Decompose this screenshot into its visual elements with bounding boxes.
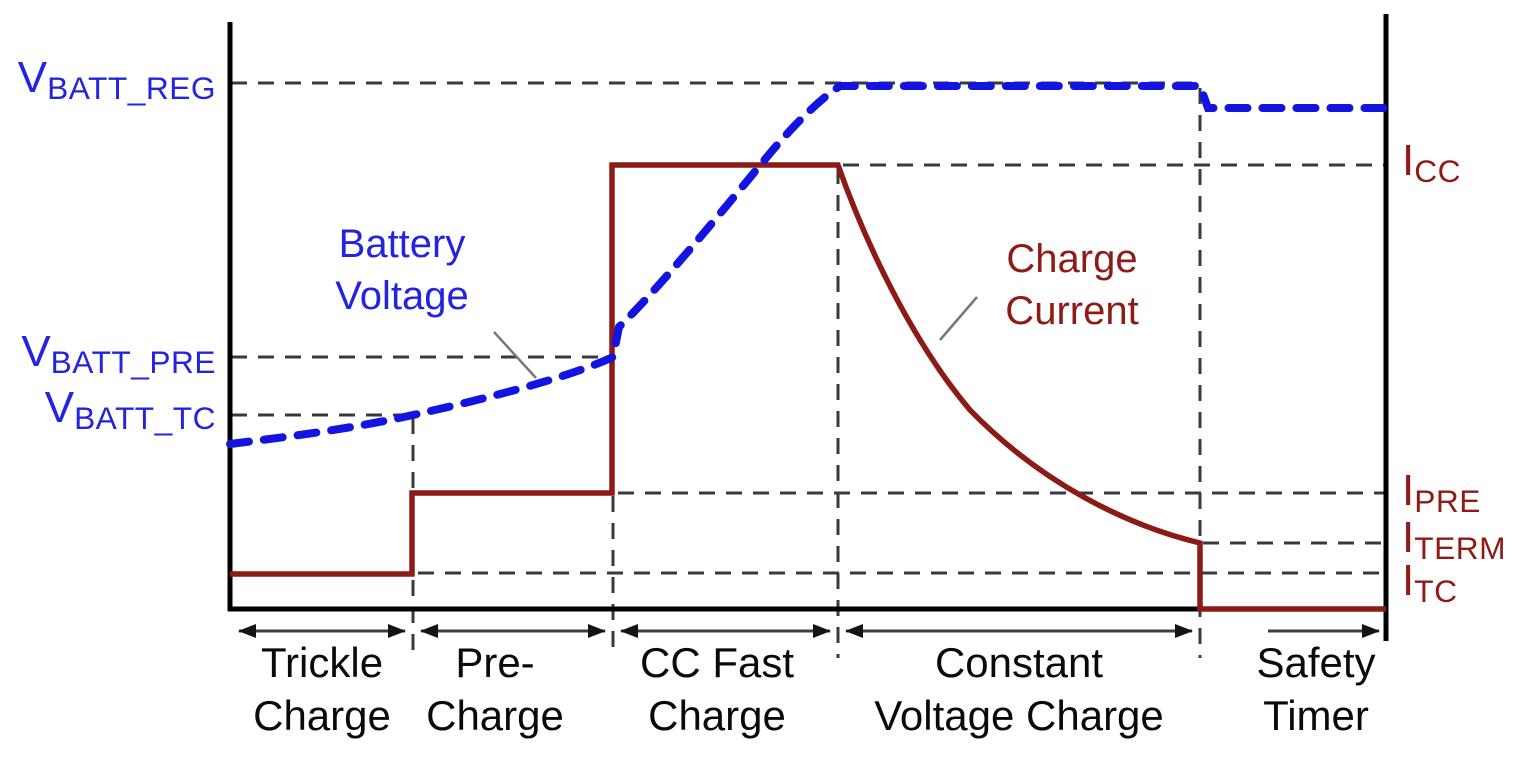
vbatt-pre-main: V — [21, 327, 51, 376]
charge-current-leader — [939, 296, 978, 341]
vbatt-reg-sub: BATT_REG — [47, 69, 216, 106]
itc-main: I — [1402, 556, 1415, 605]
phase-trickle-line2: Charge — [253, 692, 391, 739]
phase-label-safety-timer: Safety Timer — [1256, 636, 1375, 742]
phase-label-cc-fast-charge: CC Fast Charge — [640, 636, 794, 742]
battery-voltage-curve — [226, 82, 1390, 448]
vbatt-reg-main: V — [17, 53, 48, 102]
phase-cv-line1: Constant — [934, 639, 1104, 686]
ipre-sub: PRE — [1414, 482, 1481, 519]
phase-cv-line2: Voltage Charge — [874, 692, 1164, 739]
charge-current-curve — [230, 162, 1386, 612]
battery-voltage-leader — [493, 331, 537, 379]
y-label-icc: ICC — [1402, 136, 1461, 189]
battery-voltage-label: Battery Voltage — [335, 218, 468, 322]
vbatt-pre-sub: BATT_PRE — [50, 343, 216, 380]
phase-trickle-line1: Trickle — [260, 639, 384, 686]
y-label-vbatt-tc: VBATT_TC — [44, 383, 216, 436]
phase-safety-line1: Safety — [1256, 639, 1376, 686]
y-label-iterm: ITERM — [1402, 513, 1506, 566]
vbatt-tc-sub: BATT_TC — [74, 399, 216, 436]
leader-lines — [493, 296, 978, 379]
axes — [227, 14, 1389, 641]
y-label-itc: ITC — [1402, 556, 1458, 609]
y-label-vbatt-reg: VBATT_REG — [17, 53, 216, 106]
phase-pre-line1: Pre- — [455, 639, 535, 686]
icc-sub: CC — [1414, 152, 1461, 189]
phase-label-trickle-charge: Trickle Charge — [253, 636, 391, 742]
phase-label-constant-voltage-charge: Constant Voltage Charge — [874, 636, 1164, 742]
y-label-ipre: IPRE — [1402, 466, 1481, 519]
charge-current-label: Charge Current — [1005, 233, 1138, 337]
battery-voltage-label-line1: Battery — [338, 222, 466, 266]
charge-current-label-line2: Current — [1005, 289, 1139, 333]
icc-main: I — [1402, 136, 1415, 185]
iterm-main: I — [1402, 513, 1415, 562]
ipre-main: I — [1402, 466, 1415, 515]
reference-guides — [231, 81, 1386, 658]
charge-current-label-line1: Charge — [1006, 237, 1138, 281]
vbatt-tc-main: V — [44, 383, 75, 432]
battery-voltage-label-line2: Voltage — [335, 274, 469, 318]
phase-label-pre-charge: Pre- Charge — [426, 636, 564, 742]
y-label-vbatt-pre: VBATT_PRE — [21, 327, 216, 380]
itc-sub: TC — [1414, 572, 1458, 609]
phase-cc-line1: CC Fast — [639, 639, 795, 686]
phase-cc-line2: Charge — [648, 692, 786, 739]
phase-pre-line2: Charge — [426, 692, 564, 739]
iterm-sub: TERM — [1414, 529, 1506, 566]
phase-safety-line2: Timer — [1263, 692, 1369, 739]
